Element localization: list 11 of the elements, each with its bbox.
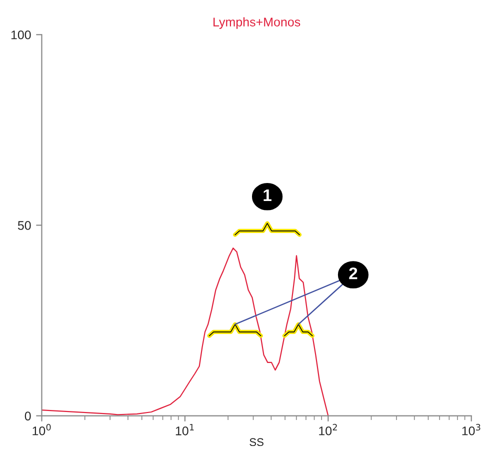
- annotation: 2: [349, 267, 358, 280]
- x-tick-label: 10$^{3}$: [462, 424, 480, 436]
- chart-title: Lymphs+Monos: [214, 17, 300, 29]
- x-tick-label: 10$^{0}$: [32, 424, 51, 436]
- x-tick-label: 10$^{2}$: [319, 424, 337, 436]
- x-axis-title: SS: [250, 438, 264, 446]
- annotation: 1: [264, 189, 272, 201]
- y-tick-label: 50: [18, 221, 31, 230]
- x-tick-label: 10$^{1}$: [176, 424, 194, 436]
- y-tick-label: 0: [24, 412, 31, 420]
- y-tick-label: 100: [11, 30, 31, 40]
